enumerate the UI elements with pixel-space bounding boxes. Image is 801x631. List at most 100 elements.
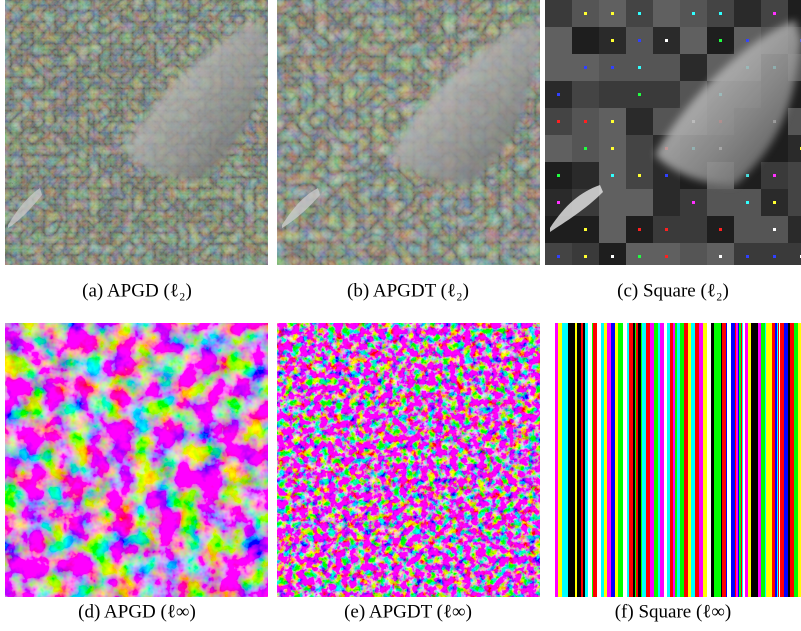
stripe bbox=[545, 323, 549, 597]
shark-a bbox=[8, 20, 268, 228]
dot bbox=[665, 255, 668, 258]
caption: (b) APGDT (ℓ₂) bbox=[347, 280, 469, 301]
image-d bbox=[5, 323, 268, 597]
square-perturbations bbox=[545, 0, 801, 265]
dot bbox=[638, 255, 641, 258]
stripe bbox=[597, 323, 601, 597]
dot bbox=[611, 174, 614, 177]
stripe bbox=[772, 323, 774, 597]
dot bbox=[584, 147, 587, 150]
stripe bbox=[601, 323, 604, 597]
stripe bbox=[615, 323, 618, 597]
dot bbox=[584, 12, 587, 15]
stripe bbox=[721, 323, 722, 597]
stripe bbox=[780, 323, 784, 597]
dot bbox=[665, 174, 668, 177]
dot bbox=[638, 174, 641, 177]
stripe bbox=[583, 323, 585, 597]
shark-b bbox=[282, 20, 540, 228]
tile bbox=[572, 162, 599, 189]
stripe bbox=[560, 323, 562, 597]
stripe bbox=[774, 323, 775, 597]
stripe bbox=[633, 323, 635, 597]
stripe bbox=[779, 323, 780, 597]
stripe bbox=[778, 323, 779, 597]
stripe bbox=[667, 323, 670, 597]
tile bbox=[680, 54, 707, 81]
stripe bbox=[703, 323, 707, 597]
stripe bbox=[680, 323, 684, 597]
dot bbox=[557, 201, 560, 204]
dot bbox=[584, 66, 587, 69]
dot bbox=[584, 120, 587, 123]
dot bbox=[611, 255, 614, 258]
tile bbox=[788, 0, 801, 27]
dot bbox=[557, 120, 560, 123]
stripe bbox=[627, 323, 629, 597]
stripe bbox=[646, 323, 647, 597]
dot bbox=[773, 255, 776, 258]
tile bbox=[788, 216, 801, 243]
stripe bbox=[788, 323, 790, 597]
stripe bbox=[775, 323, 777, 597]
stripe bbox=[684, 323, 688, 597]
stripe bbox=[620, 323, 623, 597]
stripe bbox=[581, 323, 583, 597]
tile bbox=[788, 162, 801, 189]
tile bbox=[680, 27, 707, 54]
dot bbox=[638, 12, 641, 15]
stripe bbox=[577, 323, 581, 597]
stripe bbox=[650, 323, 654, 597]
dot bbox=[746, 174, 749, 177]
tile bbox=[680, 243, 707, 265]
tile bbox=[545, 135, 572, 162]
stripe bbox=[593, 323, 597, 597]
stripe bbox=[722, 323, 726, 597]
caption: (d) APGD (ℓ∞) bbox=[78, 601, 196, 622]
stripe bbox=[654, 323, 658, 597]
stripe bbox=[798, 323, 801, 597]
stripe bbox=[673, 323, 674, 597]
stripe bbox=[688, 323, 691, 597]
dot bbox=[584, 255, 587, 258]
stripe bbox=[718, 323, 721, 597]
stripe bbox=[742, 323, 743, 597]
stripe bbox=[549, 323, 551, 597]
stripe bbox=[571, 323, 575, 597]
tile bbox=[653, 81, 680, 108]
stripe bbox=[741, 323, 742, 597]
caption: (f) Square (ℓ∞) bbox=[615, 601, 732, 622]
stripe bbox=[555, 323, 558, 597]
tile bbox=[626, 243, 653, 265]
tile bbox=[599, 81, 626, 108]
stripe bbox=[607, 323, 611, 597]
stripe bbox=[790, 323, 794, 597]
stripe bbox=[711, 323, 714, 597]
dot bbox=[557, 93, 560, 96]
dot bbox=[557, 174, 560, 177]
dot bbox=[692, 201, 695, 204]
tile bbox=[626, 189, 653, 216]
stripe bbox=[623, 323, 627, 597]
dot bbox=[665, 39, 668, 42]
tile bbox=[599, 189, 626, 216]
stripe bbox=[766, 323, 769, 597]
stripe bbox=[738, 323, 739, 597]
dot bbox=[638, 93, 641, 96]
tile bbox=[788, 243, 801, 265]
stripe bbox=[743, 323, 745, 597]
tile bbox=[626, 108, 653, 135]
dot bbox=[611, 147, 614, 150]
tile bbox=[680, 216, 707, 243]
stripe bbox=[794, 323, 798, 597]
dot bbox=[773, 228, 776, 231]
image-e bbox=[277, 323, 540, 597]
stripe bbox=[629, 323, 633, 597]
tile bbox=[572, 27, 599, 54]
stripe bbox=[731, 323, 735, 597]
stripe bbox=[658, 323, 660, 597]
stripe bbox=[675, 323, 677, 597]
dot bbox=[746, 255, 749, 258]
stripe bbox=[735, 323, 736, 597]
caption: (a) APGD (ℓ₂) bbox=[82, 280, 192, 301]
